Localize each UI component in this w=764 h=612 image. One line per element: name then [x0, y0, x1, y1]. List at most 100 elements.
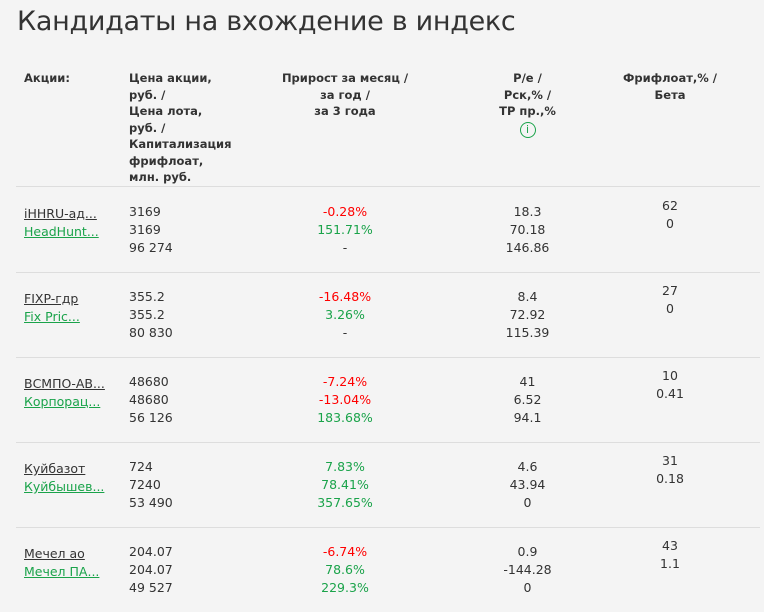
freefloat-cell: 31 0.18 [610, 452, 730, 488]
cell-g2: 78.6% [325, 562, 365, 577]
cell-rsk: 70.18 [509, 222, 546, 237]
cell-g3: - [342, 240, 348, 255]
cell-cap: 56 126 [129, 410, 173, 425]
column-pe: P/e / Рск,% / TP пр.,% i [499, 71, 556, 138]
cell-g3: - [342, 325, 348, 340]
cell-tp: 0 [523, 495, 532, 510]
cell-ff: 43 [662, 538, 678, 553]
table-row: Куйбазот Куйбышев... 724 7240 53 490 7.83%… [0, 442, 764, 527]
column-price: Цена акции, руб. / Цена лота, руб. / Кап… [129, 71, 232, 184]
divider [16, 442, 760, 443]
price-cell: 355.2 355.2 80 830 [129, 288, 173, 342]
price-cell: 48680 48680 56 126 [129, 373, 173, 427]
cell-beta: 1.1 [660, 556, 680, 571]
company-link[interactable]: Fix Pric... [24, 309, 80, 324]
cell-lot: 48680 [129, 392, 169, 407]
table-row: FIXP-гдр Fix Pric... 355.2 355.2 80 830 -1… [0, 272, 764, 357]
stock-cell: ВСМПО-АВ... Корпорац... [24, 375, 105, 411]
ticker-link[interactable]: iHHRU-ад... [24, 206, 97, 221]
pe-cell: 4.6 43.94 0 [470, 458, 585, 512]
info-icon[interactable]: i [519, 121, 536, 138]
cell-lot: 204.07 [129, 562, 173, 577]
cell-ff: 62 [662, 198, 678, 213]
cell-g2: 151.71% [317, 222, 373, 237]
cell-g3: 183.68% [317, 410, 373, 425]
freefloat-cell: 27 0 [610, 282, 730, 318]
price-cell: 204.07 204.07 49 527 [129, 543, 173, 597]
cell-lot: 355.2 [129, 307, 165, 322]
cell-g1: -6.74% [322, 544, 368, 559]
freefloat-cell: 10 0.41 [610, 367, 730, 403]
cell-g2: 78.41% [321, 477, 369, 492]
cell-ff: 31 [662, 453, 678, 468]
cell-price: 48680 [129, 374, 169, 389]
company-link[interactable]: Корпорац... [24, 394, 101, 409]
column-growth: Прирост за месяц / за год / за 3 года [281, 71, 409, 118]
pe-cell: 18.3 70.18 146.86 [470, 203, 585, 257]
cell-g1: -7.24% [322, 374, 368, 389]
company-link[interactable]: Куйбышев... [24, 479, 105, 494]
cell-beta: 0.41 [656, 386, 684, 401]
cell-beta: 0.18 [656, 471, 684, 486]
stock-cell: Куйбазот Куйбышев... [24, 460, 104, 496]
growth-cell: -0.28% 151.71% - [270, 203, 420, 257]
cell-ff: 27 [662, 283, 678, 298]
cell-g1: -0.28% [322, 204, 368, 219]
page-title: Кандидаты на вхождение в индекс [17, 6, 516, 37]
stock-cell: Мечел ао Мечел ПА... [24, 545, 99, 581]
cell-pe: 0.9 [517, 544, 538, 559]
cell-lot: 7240 [129, 477, 161, 492]
pe-cell: 41 6.52 94.1 [470, 373, 585, 427]
cell-cap: 49 527 [129, 580, 173, 595]
cell-lot: 3169 [129, 222, 161, 237]
cell-g1: -16.48% [318, 289, 372, 304]
stock-cell: iHHRU-ад... HeadHunt... [24, 205, 99, 241]
company-link[interactable]: HeadHunt... [24, 224, 99, 239]
cell-ff: 10 [662, 368, 678, 383]
cell-tp: 146.86 [505, 240, 550, 255]
growth-cell: -16.48% 3.26% - [270, 288, 420, 342]
cell-price: 3169 [129, 204, 161, 219]
divider [16, 357, 760, 358]
growth-cell: -7.24% -13.04% 183.68% [270, 373, 420, 427]
cell-beta: 0 [666, 216, 674, 231]
ticker-link[interactable]: ВСМПО-АВ... [24, 376, 105, 391]
cell-beta: 0 [666, 301, 674, 316]
cell-cap: 96 274 [129, 240, 173, 255]
cell-tp: 0 [523, 580, 532, 595]
pe-cell: 8.4 72.92 115.39 [470, 288, 585, 342]
column-stock: Акции: [24, 71, 70, 85]
ticker-link[interactable]: Куйбазот [24, 461, 86, 476]
ticker-link[interactable]: FIXP-гдр [24, 291, 79, 306]
table-row: ВСМПО-АВ... Корпорац... 48680 48680 56 126… [0, 357, 764, 442]
table-row: iHHRU-ад... HeadHunt... 3169 3169 96 274 -… [0, 187, 764, 272]
cell-g2: 3.26% [325, 307, 365, 322]
price-cell: 3169 3169 96 274 [129, 203, 173, 257]
cell-price: 355.2 [129, 289, 165, 304]
cell-price: 724 [129, 459, 153, 474]
divider [16, 527, 760, 528]
cell-rsk: 72.92 [509, 307, 546, 322]
cell-pe: 18.3 [513, 204, 542, 219]
freefloat-cell: 62 0 [610, 197, 730, 233]
stock-cell: FIXP-гдр Fix Pric... [24, 290, 80, 326]
cell-g3: 229.3% [321, 580, 369, 595]
cell-pe: 4.6 [517, 459, 538, 474]
cell-pe: 8.4 [517, 289, 538, 304]
cell-rsk: 6.52 [513, 392, 542, 407]
pe-cell: 0.9 -144.28 0 [470, 543, 585, 597]
cell-tp: 94.1 [513, 410, 542, 425]
column-freefloat: Фрифлоат,% / Бета [623, 71, 717, 102]
cell-cap: 80 830 [129, 325, 173, 340]
company-link[interactable]: Мечел ПА... [24, 564, 100, 579]
table-row: Мечел ао Мечел ПА... 204.07 204.07 49 527 … [0, 527, 764, 612]
cell-cap: 53 490 [129, 495, 173, 510]
cell-g3: 357.65% [317, 495, 373, 510]
cell-rsk: 43.94 [509, 477, 546, 492]
divider [16, 272, 760, 273]
divider [16, 186, 760, 187]
ticker-link[interactable]: Мечел ао [24, 546, 85, 561]
cell-tp: 115.39 [505, 325, 550, 340]
growth-cell: 7.83% 78.41% 357.65% [270, 458, 420, 512]
cell-pe: 41 [519, 374, 536, 389]
